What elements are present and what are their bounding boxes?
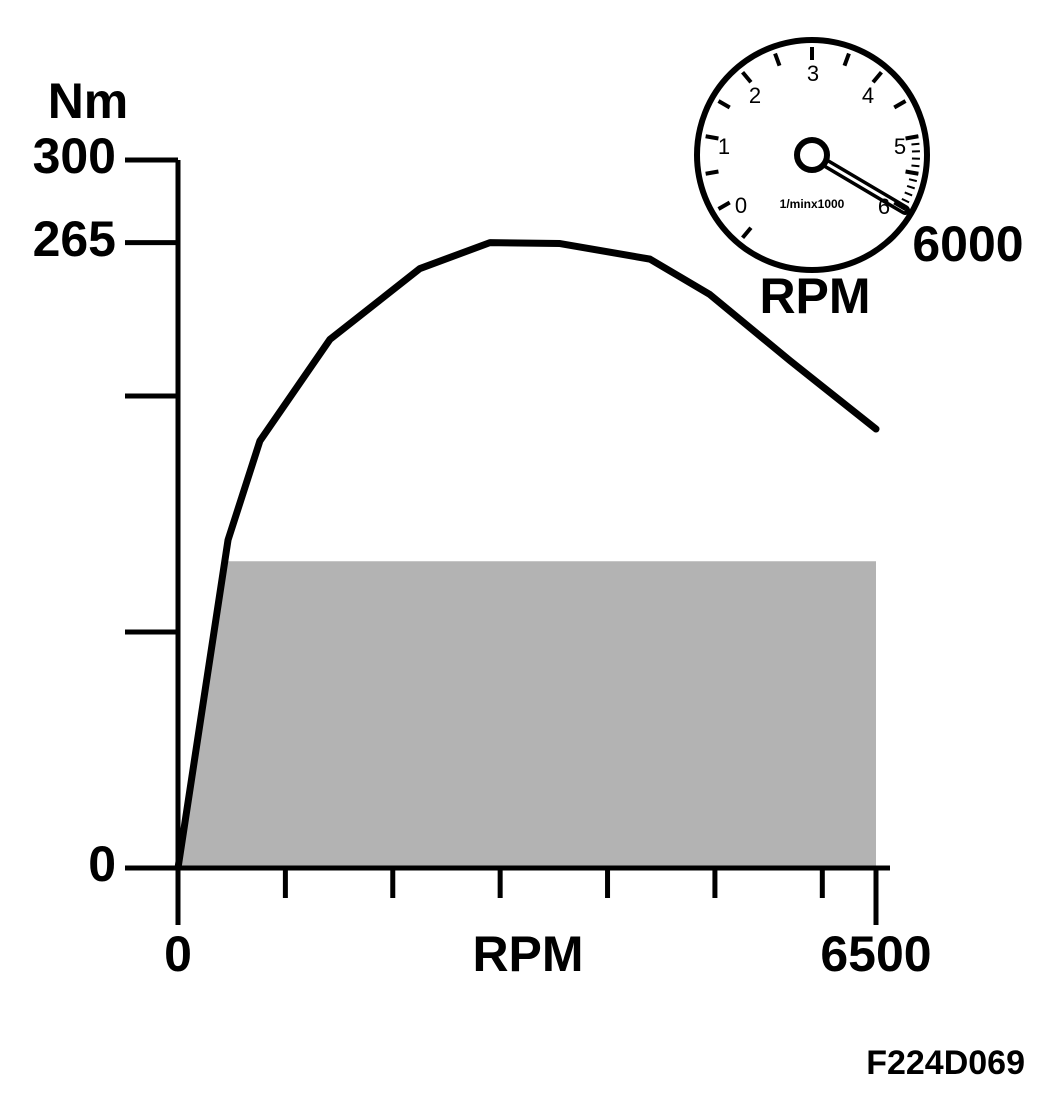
gauge-number: 4 bbox=[862, 83, 874, 108]
gauge-number: 5 bbox=[894, 134, 906, 159]
y-tick-label: 265 bbox=[33, 211, 116, 267]
gauge-number: 1 bbox=[718, 134, 730, 159]
gauge-minor-tick bbox=[910, 136, 918, 137]
gauge-minor-tick bbox=[910, 172, 918, 173]
gauge-number: 2 bbox=[749, 83, 761, 108]
tachometer: 1/minx1000 6000 RPM 0 1 2 3 4 5 6 bbox=[697, 40, 1024, 324]
shaded-area bbox=[178, 561, 876, 868]
x-tick-label: 6500 bbox=[820, 926, 931, 982]
gauge-number: 3 bbox=[807, 61, 819, 86]
figure-code: F224D069 bbox=[866, 1044, 1025, 1082]
y-tick-label: 0 bbox=[88, 836, 116, 892]
y-axis-label: Nm bbox=[48, 73, 129, 129]
gauge-minor-tick bbox=[911, 165, 919, 166]
gauge-tick bbox=[706, 171, 719, 173]
gauge-tick bbox=[706, 136, 719, 138]
gauge-minor-tick bbox=[911, 144, 919, 145]
gauge-number: 0 bbox=[735, 193, 747, 218]
gauge-reading: 6000 bbox=[912, 216, 1023, 272]
x-axis-label: RPM bbox=[472, 926, 583, 982]
gauge-unit: 1/minx1000 bbox=[780, 197, 845, 211]
gauge-number: 6 bbox=[878, 194, 890, 219]
gauge-label: RPM bbox=[759, 268, 870, 324]
y-tick-label: 300 bbox=[33, 128, 116, 184]
gauge-hub bbox=[797, 140, 827, 170]
x-tick-label: 0 bbox=[164, 926, 192, 982]
